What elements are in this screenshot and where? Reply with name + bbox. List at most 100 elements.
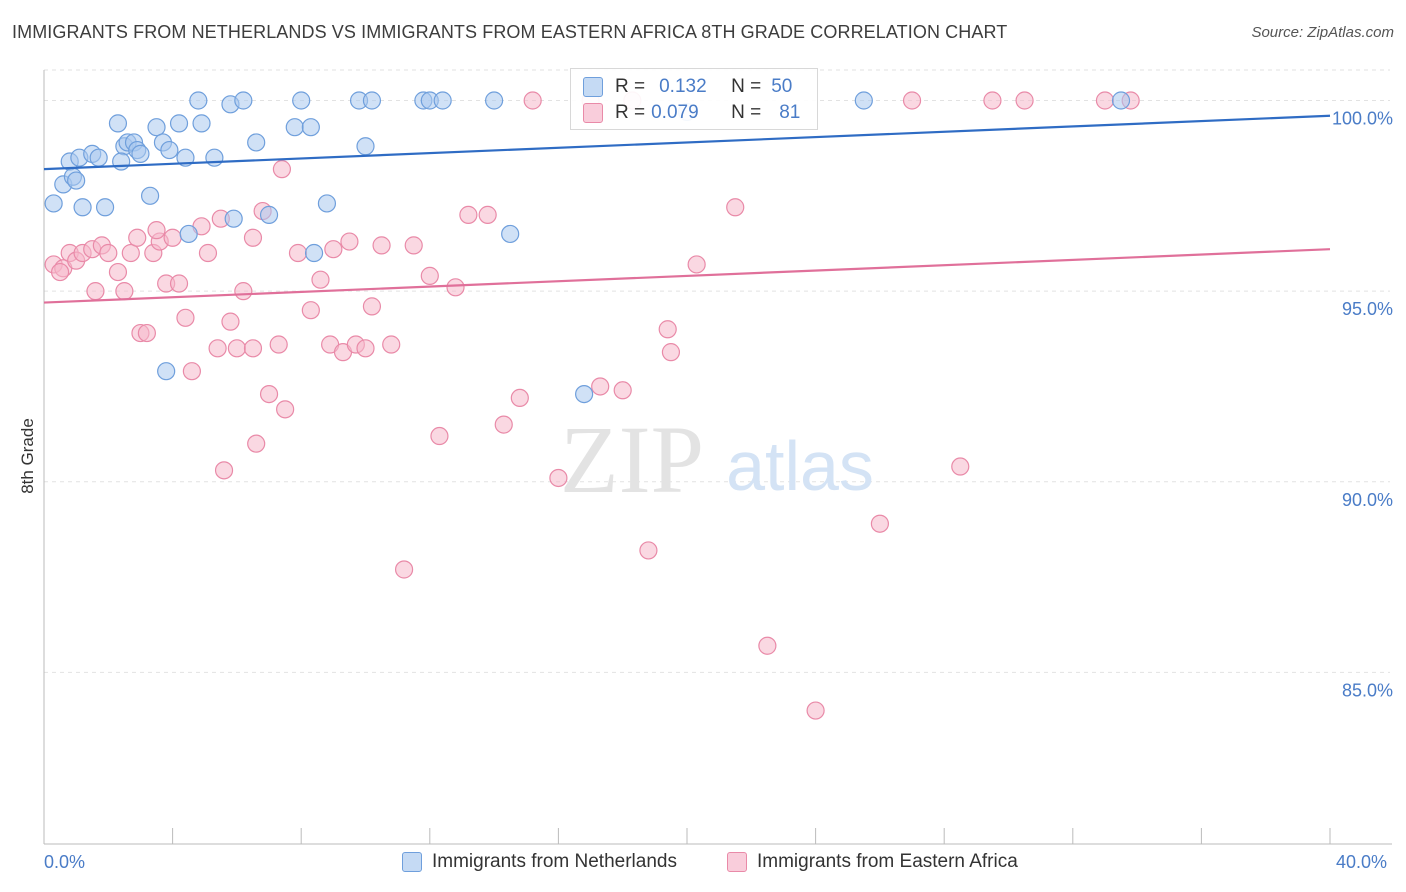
watermark-atlas: atlas <box>726 427 874 505</box>
data-point-eastern-africa <box>182 362 201 381</box>
data-point-netherlands <box>292 91 311 110</box>
data-point-eastern-africa <box>234 282 253 301</box>
data-point-eastern-africa <box>115 282 134 301</box>
data-point-netherlands <box>179 224 198 244</box>
watermark-zip: ZIP <box>560 406 704 513</box>
data-point-eastern-africa <box>549 468 568 488</box>
data-point-netherlands <box>285 118 304 137</box>
trend-line-eastern-africa <box>43 248 1331 304</box>
trend-lines <box>43 114 1331 304</box>
data-point-eastern-africa <box>478 205 497 224</box>
data-point-netherlands <box>356 137 375 156</box>
data-point-eastern-africa <box>661 343 681 362</box>
data-point-eastern-africa <box>86 282 105 301</box>
data-point-netherlands <box>304 243 324 263</box>
data-point-eastern-africa <box>243 339 263 358</box>
axes <box>43 70 1392 845</box>
legend-n-label: N = <box>731 102 762 123</box>
legend-item-netherlands: Immigrants from Netherlands <box>402 851 677 873</box>
data-point-netherlands <box>108 114 128 133</box>
data-point-eastern-africa <box>311 270 330 289</box>
data-point-eastern-africa <box>259 384 279 404</box>
legend-swatch-pink <box>583 103 603 123</box>
legend-n-value: 50 <box>771 76 793 97</box>
data-point-eastern-africa <box>459 205 478 224</box>
legend-swatch-blue <box>402 852 422 872</box>
data-point-eastern-africa <box>340 232 359 251</box>
data-point-eastern-africa <box>983 91 1002 110</box>
data-point-eastern-africa <box>591 377 610 396</box>
legend-r-label: R = <box>615 102 646 123</box>
data-point-eastern-africa <box>494 415 513 434</box>
series-legend: Immigrants from Netherlands Immigrants f… <box>0 851 1406 879</box>
data-point-eastern-africa <box>176 308 195 327</box>
data-point-eastern-africa <box>726 198 745 217</box>
data-point-eastern-africa <box>169 274 189 293</box>
data-point-netherlands <box>157 362 176 381</box>
data-point-eastern-africa <box>288 243 308 263</box>
data-point-eastern-africa <box>372 236 391 255</box>
data-point-netherlands <box>575 384 594 404</box>
x-tick-label-max: 40.0% <box>1336 852 1388 872</box>
data-point-netherlands <box>73 198 92 217</box>
legend-label-eastern-africa: Immigrants from Eastern Africa <box>757 851 1018 872</box>
data-point-eastern-africa <box>430 426 449 446</box>
correlation-legend: R = 0.132 N = 50 R = 0.079 N = 81 <box>570 68 818 130</box>
y-tick-labels: 85.0% 90.0% 95.0% 100.0% <box>1332 109 1393 701</box>
data-point-eastern-africa <box>639 541 658 560</box>
y-tick-label: 100.0% <box>1332 109 1393 129</box>
data-point-eastern-africa <box>108 262 128 282</box>
data-point-eastern-africa <box>404 236 423 255</box>
data-point-eastern-africa <box>227 339 246 358</box>
data-point-netherlands <box>301 118 320 137</box>
data-point-eastern-africa <box>510 388 529 408</box>
y-tick-label: 95.0% <box>1342 299 1393 319</box>
data-point-eastern-africa <box>247 434 266 453</box>
series-netherlands-points <box>44 91 1131 404</box>
legend-row-eastern-africa: R = 0.079 N = 81 <box>583 101 800 125</box>
data-point-netherlands <box>1111 91 1131 110</box>
data-point-eastern-africa <box>446 278 465 297</box>
data-point-netherlands <box>169 114 189 133</box>
data-point-eastern-africa <box>147 221 166 240</box>
y-tick-label: 90.0% <box>1342 490 1393 510</box>
series-eastern-africa-points <box>44 91 1140 720</box>
data-point-eastern-africa <box>269 335 288 354</box>
data-point-netherlands <box>234 91 253 110</box>
legend-swatch-pink <box>727 852 747 872</box>
y-axis-label: 8th Grade <box>18 418 37 494</box>
data-point-netherlands <box>147 118 166 137</box>
data-point-netherlands <box>501 224 520 244</box>
legend-item-eastern-africa: Immigrants from Eastern Africa <box>727 851 1018 873</box>
data-point-eastern-africa <box>324 240 343 259</box>
legend-n-value: 81 <box>779 102 801 123</box>
data-point-netherlands <box>205 148 224 167</box>
data-point-netherlands <box>89 148 108 167</box>
data-point-eastern-africa <box>137 323 156 343</box>
data-point-eastern-africa <box>272 160 292 179</box>
data-point-netherlands <box>485 91 504 110</box>
data-point-netherlands <box>192 114 211 133</box>
data-point-eastern-africa <box>99 243 118 263</box>
x-tick-label-min: 0.0% <box>44 852 86 872</box>
data-point-eastern-africa <box>806 701 825 720</box>
data-point-eastern-africa <box>221 312 240 331</box>
data-point-netherlands <box>160 140 179 160</box>
y-tick-label: 85.0% <box>1342 680 1393 700</box>
data-point-eastern-africa <box>1015 91 1034 110</box>
data-point-netherlands <box>44 194 63 213</box>
data-point-netherlands <box>176 148 195 167</box>
data-point-eastern-africa <box>362 297 382 316</box>
data-point-netherlands <box>67 171 86 190</box>
legend-row-netherlands: R = 0.132 N = 50 <box>583 75 792 99</box>
data-point-eastern-africa <box>163 228 182 247</box>
legend-r-value: 0.079 <box>651 102 699 123</box>
data-point-eastern-africa <box>902 91 922 110</box>
legend-label-netherlands: Immigrants from Netherlands <box>432 851 677 872</box>
legend-r-label: R = <box>615 76 646 97</box>
data-point-eastern-africa <box>1095 91 1115 110</box>
data-point-eastern-africa <box>50 262 70 282</box>
data-point-eastern-africa <box>276 400 295 419</box>
data-point-eastern-africa <box>128 228 147 247</box>
